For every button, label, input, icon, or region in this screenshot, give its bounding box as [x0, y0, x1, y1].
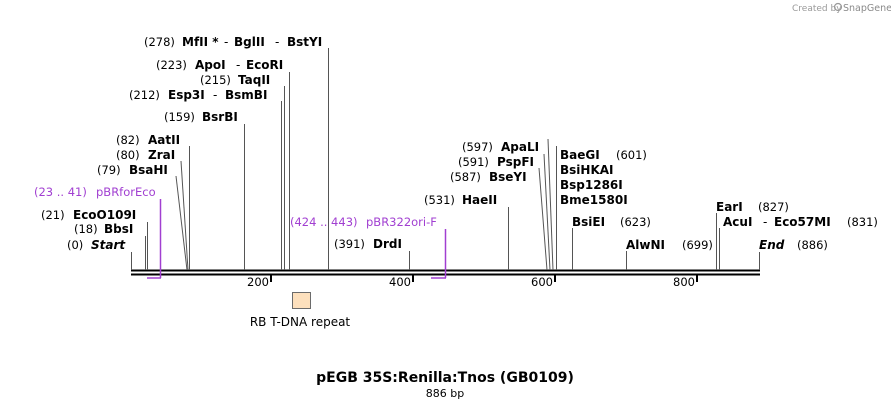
- site-pos: (597): [462, 140, 493, 154]
- feature-rb-tdna-repeat[interactable]: RB T-DNA repeat: [250, 292, 351, 330]
- site-name: BsaHI: [129, 163, 168, 177]
- ruler-label: 800: [673, 275, 695, 289]
- ruler: 200 400 600 800: [247, 275, 698, 289]
- site-pos: (278): [144, 35, 175, 49]
- site-leaders: [131, 48, 760, 271]
- created-by-text: Created by: [792, 4, 842, 14]
- site-name: HaeII: [462, 193, 497, 207]
- site-name: ZraI: [148, 148, 175, 162]
- site-pos: (215): [200, 73, 231, 87]
- site-pos: (223): [156, 58, 187, 72]
- site-name: MfII *: [182, 35, 219, 49]
- site-name: EcoO109I: [73, 208, 136, 222]
- site-name: Eco57MI: [774, 215, 831, 229]
- svg-text:-: -: [224, 35, 228, 49]
- site-leader-apali: [547, 138, 554, 271]
- site-pos: (531): [424, 193, 455, 207]
- site-name: DrdI: [373, 237, 402, 251]
- site-name: BaeGI: [560, 148, 600, 162]
- snapgene-logo-icon: [833, 2, 843, 12]
- site-name: Bme1580I: [560, 193, 628, 207]
- site-labels: (0) Start (18) BbsI (21) EcoO109I (79) B…: [41, 35, 878, 252]
- site-name: ApaLI: [501, 140, 539, 154]
- site-name: End: [759, 238, 785, 252]
- site-name: AatII: [148, 133, 180, 147]
- feature-box: [292, 292, 311, 309]
- map-length: 886 bp: [426, 387, 464, 400]
- site-name: EcoRI: [246, 58, 283, 72]
- site-pos: (80): [116, 148, 140, 162]
- site-name: ApoI: [195, 58, 226, 72]
- site-pos: (18): [74, 222, 98, 236]
- site-name: TaqII: [238, 73, 270, 87]
- ruler-label: 200: [247, 275, 269, 289]
- site-name: BsmBI: [225, 88, 267, 102]
- site-name: BbsI: [104, 222, 133, 236]
- primer-pbrforeco[interactable]: (23 .. 41) pBRforEco: [34, 185, 162, 279]
- site-name: BsiHKAI: [560, 163, 614, 177]
- site-name: PspFI: [497, 155, 534, 169]
- svg-text:-: -: [275, 35, 279, 49]
- site-name: BstYI: [287, 35, 322, 49]
- site-leader-pspfi: [543, 153, 551, 271]
- primer-range: (424 .. 443): [290, 215, 358, 229]
- site-name: EarI: [716, 200, 743, 214]
- site-pos: (699): [682, 238, 713, 252]
- ruler-label: 600: [531, 275, 553, 289]
- snapgene-brand: SnapGene: [843, 3, 891, 14]
- feature-label: RB T-DNA repeat: [250, 315, 351, 329]
- site-pos: (391): [334, 237, 365, 251]
- site-name: AlwNI: [626, 238, 665, 252]
- site-name: Esp3I: [168, 88, 205, 102]
- svg-text:-: -: [236, 58, 240, 72]
- site-name: BseYI: [489, 170, 527, 184]
- site-name: BsrBI: [202, 110, 238, 124]
- site-name: BglII: [234, 35, 265, 49]
- site-pos: (623): [620, 215, 651, 229]
- site-pos: (591): [458, 155, 489, 169]
- site-name: Bsp1286I: [560, 178, 623, 192]
- site-leader-bsahi: [175, 175, 188, 271]
- primer-pbr322ori-f[interactable]: (424 .. 443) pBR322ori-F: [290, 215, 447, 279]
- primer-range: (23 .. 41): [34, 185, 87, 199]
- site-pos: (0): [67, 238, 83, 252]
- site-name: AcuI: [723, 215, 752, 229]
- site-name: BsiEI: [572, 215, 605, 229]
- site-name: Start: [91, 238, 126, 252]
- site-pos: (159): [164, 110, 195, 124]
- site-leader-bseyi: [538, 167, 548, 271]
- site-pos: (827): [758, 200, 789, 214]
- site-pos: (831): [847, 215, 878, 229]
- primer-name: pBRforEco: [96, 185, 156, 199]
- site-leader-zrai: [180, 160, 189, 271]
- site-pos: (886): [797, 238, 828, 252]
- site-pos: (79): [97, 163, 121, 177]
- site-pos: (212): [129, 88, 160, 102]
- primer-name: pBR322ori-F: [366, 215, 437, 229]
- svg-text:-: -: [213, 88, 217, 102]
- site-pos: (587): [450, 170, 481, 184]
- ruler-label: 400: [389, 275, 411, 289]
- svg-text:-: -: [763, 215, 767, 229]
- site-pos: (601): [616, 148, 647, 162]
- site-pos: (82): [116, 133, 140, 147]
- map-title: pEGB 35S:Renilla:Tnos (GB0109): [316, 370, 574, 386]
- site-pos: (21): [41, 208, 65, 222]
